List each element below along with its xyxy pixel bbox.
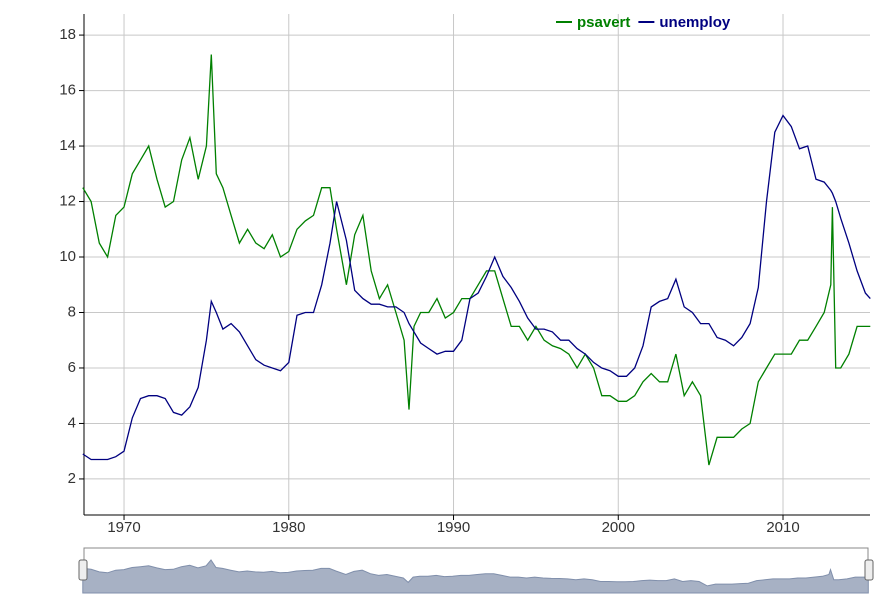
x-tick-label: 1970	[107, 519, 140, 536]
y-tick-label: 18	[59, 26, 76, 43]
y-tick-label: 12	[59, 192, 76, 209]
y-tick-label: 8	[68, 303, 76, 320]
y-tick-label: 4	[68, 414, 76, 431]
y-tick-label: 10	[59, 248, 76, 265]
legend-label: unemploy	[659, 14, 730, 31]
y-tick-label: 6	[68, 359, 76, 376]
range-mini-plot	[82, 559, 869, 594]
range-handle-right[interactable]	[864, 559, 874, 581]
x-tick-label: 2000	[602, 519, 635, 536]
series-line	[82, 114, 871, 461]
y-tick-label: 2	[68, 470, 76, 487]
x-tick-label: 2010	[766, 519, 799, 536]
x-tick-label: 1980	[272, 519, 305, 536]
legend-label: psavert	[577, 14, 630, 31]
x-tick-label: 1990	[437, 519, 470, 536]
y-tick-label: 16	[59, 82, 76, 99]
range-mini-area	[82, 559, 869, 594]
series-line	[82, 54, 871, 466]
y-tick-label: 14	[59, 137, 76, 154]
range-handle-left[interactable]	[78, 559, 88, 581]
